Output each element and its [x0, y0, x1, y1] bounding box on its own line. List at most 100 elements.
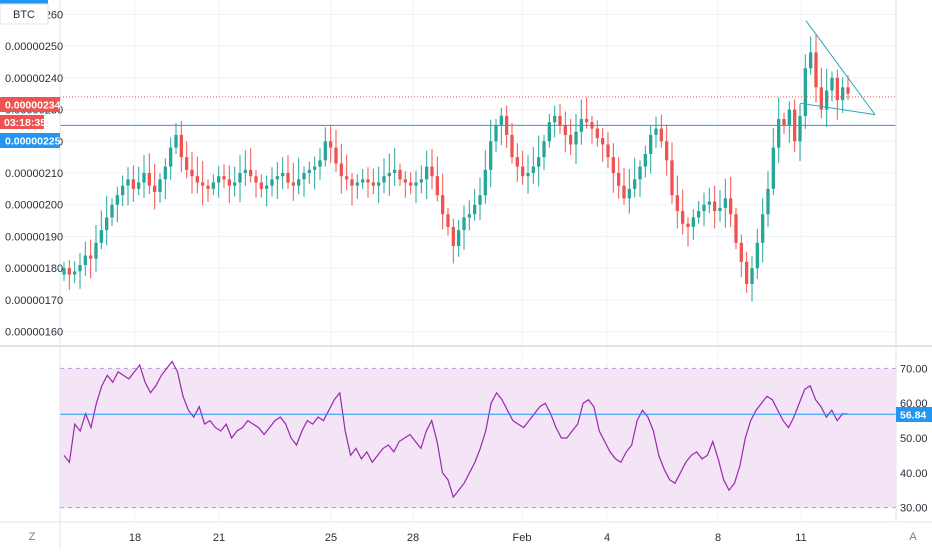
- candle-body: [270, 179, 274, 186]
- candle-body: [227, 179, 231, 186]
- candle-body: [787, 109, 791, 126]
- price-tick-label: 0.00000250: [5, 41, 63, 53]
- candle-body: [846, 87, 850, 94]
- candle-body: [297, 179, 301, 186]
- time-tick-label: 21: [213, 532, 225, 544]
- candle-body: [606, 144, 610, 158]
- rsi-tick-label: 70.00: [900, 363, 928, 375]
- candle-body: [569, 134, 573, 145]
- candle-body: [803, 68, 807, 116]
- candle-body: [323, 141, 327, 161]
- candle-body: [147, 173, 151, 186]
- candle-body: [494, 125, 498, 142]
- candle-body: [110, 204, 114, 218]
- candle-body: [617, 173, 621, 186]
- candle-body: [750, 268, 754, 285]
- candle-body: [830, 77, 834, 91]
- candle-body: [398, 169, 402, 180]
- price-axis[interactable]: 0.00000160 0.00000170 0.00000180 0.00000190…: [5, 9, 63, 338]
- candle-body: [515, 157, 519, 167]
- candle-body: [563, 125, 567, 135]
- candle-body: [553, 115, 557, 123]
- candle-body: [435, 176, 439, 196]
- candle-body: [499, 115, 503, 126]
- candle-body: [691, 217, 695, 227]
- candle-body: [393, 169, 397, 173]
- candle-body: [761, 214, 765, 243]
- candle-body: [377, 182, 381, 186]
- corner-left-label[interactable]: Z: [29, 531, 36, 543]
- candle-body: [302, 173, 306, 180]
- candle-body: [425, 166, 429, 180]
- candle-body: [158, 179, 162, 193]
- candle-body: [179, 134, 183, 158]
- symbol-tab[interactable]: BTC: [0, 0, 49, 25]
- candle-body: [531, 166, 535, 173]
- candle-body: [697, 211, 701, 218]
- candle-body: [809, 52, 813, 69]
- candle-body: [265, 185, 269, 189]
- candle-body: [281, 173, 285, 177]
- candle-body: [473, 204, 477, 215]
- candle-body: [307, 169, 311, 173]
- candle-body: [739, 242, 743, 262]
- candle-body: [675, 195, 679, 212]
- candle-body: [814, 52, 818, 88]
- rsi-band-fill: [60, 368, 896, 508]
- candle-body: [510, 134, 514, 158]
- candle-body: [243, 169, 247, 173]
- candle-body: [451, 226, 455, 246]
- countdown-badge: 03:18:35: [0, 115, 46, 129]
- candle-body: [489, 141, 493, 170]
- candle-body: [126, 179, 130, 186]
- symbol-tab-accent: [0, 0, 48, 4]
- candle-body: [825, 90, 829, 110]
- candle-body: [734, 214, 738, 243]
- candle-body: [409, 182, 413, 186]
- candle-body: [819, 87, 823, 110]
- rsi-tick-label: 40.00: [900, 468, 928, 480]
- candle-body: [131, 179, 135, 189]
- current-price-badge: 0.00000234: [0, 97, 61, 112]
- candle-body: [153, 185, 157, 193]
- rsi-band: [60, 367, 896, 509]
- candle-body: [366, 179, 370, 183]
- candle-body: [707, 201, 711, 205]
- trendline-upper[interactable]: [805, 20, 876, 115]
- candle-body: [478, 195, 482, 205]
- candle-body: [659, 128, 663, 142]
- candle-body: [622, 185, 626, 199]
- candle-body: [201, 182, 205, 186]
- candle-body: [601, 138, 605, 145]
- time-tick-label: Feb: [513, 532, 532, 544]
- candle-body: [334, 147, 338, 164]
- candle-body: [441, 195, 445, 215]
- candle-body: [574, 131, 578, 145]
- candle-body: [99, 230, 103, 243]
- time-tick-label: 18: [129, 532, 141, 544]
- candle-body: [537, 157, 541, 167]
- candle-body: [387, 173, 391, 177]
- candle-body: [78, 265, 82, 272]
- candle-body: [67, 268, 71, 275]
- time-axis[interactable]: 18 21 25 28 Feb 4 8 11: [129, 532, 807, 544]
- candle-body: [142, 173, 146, 183]
- candle-body: [798, 115, 802, 142]
- trendline-lower[interactable]: [799, 102, 876, 116]
- candle-body: [318, 160, 322, 167]
- corner-right-label[interactable]: A: [909, 531, 917, 543]
- candle-body: [681, 211, 685, 224]
- candle-body: [249, 169, 253, 177]
- candle-body: [723, 198, 727, 208]
- candle-body: [62, 268, 66, 275]
- candle-body: [339, 163, 343, 177]
- time-tick-label: 28: [407, 532, 419, 544]
- candle-body: [654, 128, 658, 135]
- hline-badge-text: 0.00000225: [5, 136, 61, 148]
- price-tick-label: 0.00000170: [5, 295, 63, 307]
- candle-body: [329, 141, 333, 148]
- candle-body: [174, 134, 178, 148]
